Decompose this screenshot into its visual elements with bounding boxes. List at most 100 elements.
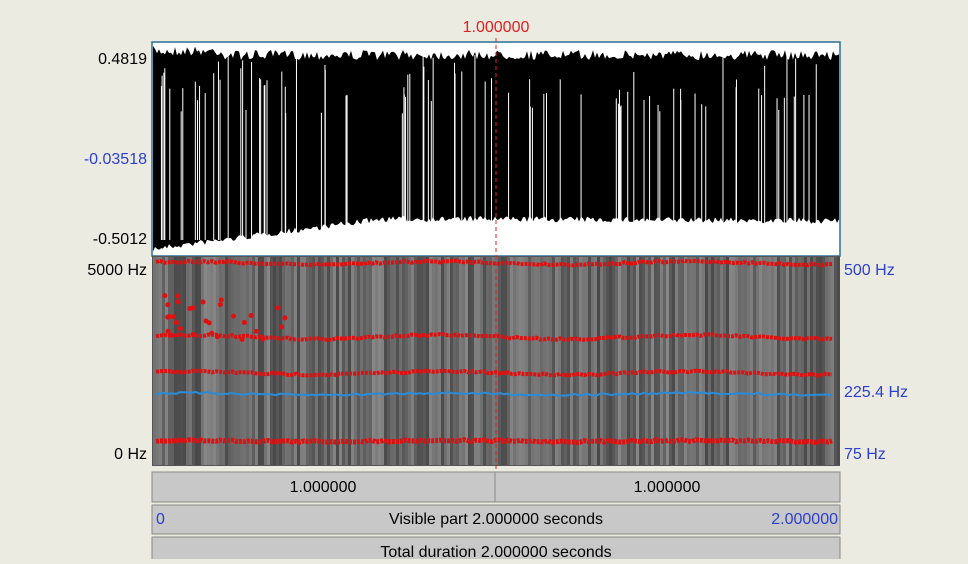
spectrogram-column xyxy=(468,257,471,465)
spectrogram-column xyxy=(399,257,402,465)
freq-bottom: 0 Hz xyxy=(114,446,147,463)
spectrogram-column xyxy=(534,257,537,465)
formant-dot xyxy=(162,293,168,299)
spectrogram-column xyxy=(432,257,435,465)
spectrogram-column xyxy=(204,257,207,465)
spectrogram-column xyxy=(714,257,717,465)
spectrogram-column xyxy=(402,257,405,465)
spectrogram-column xyxy=(756,257,759,465)
waveform xyxy=(153,46,839,252)
spectrogram-column xyxy=(459,257,462,465)
spectrogram-column xyxy=(501,257,504,465)
spectrogram-column xyxy=(315,257,318,465)
wave-min: -0.5012 xyxy=(93,231,147,248)
spectrogram-column xyxy=(357,257,360,465)
spectrogram-column xyxy=(693,257,696,465)
formant-dot xyxy=(218,297,224,303)
spectrogram-column xyxy=(726,257,729,465)
spectrogram-column xyxy=(669,257,672,465)
formant-dot xyxy=(173,320,179,326)
spectrogram-column xyxy=(573,257,576,465)
interval-left[interactable] xyxy=(151,471,496,503)
spectrogram-column xyxy=(408,257,411,465)
visible-bar[interactable] xyxy=(151,504,841,535)
spectrogram-column xyxy=(177,257,180,465)
spectrogram-column xyxy=(552,257,555,465)
spectrogram-column xyxy=(486,257,489,465)
spectrogram-column xyxy=(498,257,501,465)
spectrogram-column xyxy=(597,257,600,465)
spectrogram-column xyxy=(423,257,426,465)
spectrogram-column xyxy=(216,257,219,465)
spectrogram-column xyxy=(651,257,654,465)
spectrogram-column xyxy=(699,257,702,465)
spectrogram-column xyxy=(270,257,273,465)
spectrogram-column xyxy=(546,257,549,465)
spectrogram-column xyxy=(240,257,243,465)
spectrogram-column xyxy=(195,257,198,465)
spectrogram-column xyxy=(186,257,189,465)
spectrogram-column xyxy=(615,257,618,465)
spectrogram-column xyxy=(318,257,321,465)
spectrogram-column xyxy=(792,257,795,465)
spectrogram-column xyxy=(834,257,837,465)
spectrogram-column xyxy=(735,257,738,465)
spectrogram-column xyxy=(540,257,543,465)
spectrogram-column xyxy=(753,257,756,465)
spectrogram-column xyxy=(582,257,585,465)
formant-dot xyxy=(165,328,171,334)
spectrogram-column xyxy=(561,257,564,465)
spectrogram-column xyxy=(825,257,828,465)
spectrogram-column xyxy=(729,257,732,465)
spectrogram-column xyxy=(474,257,477,465)
spectrogram-column xyxy=(783,257,786,465)
spectrogram-column xyxy=(654,257,657,465)
spectrogram-column xyxy=(798,257,801,465)
formant-dot xyxy=(239,336,245,342)
spectrogram-column xyxy=(165,257,168,465)
spectrogram-column xyxy=(189,257,192,465)
spectrogram-column xyxy=(750,257,753,465)
spectrogram-column xyxy=(417,257,420,465)
spectrogram-column xyxy=(273,257,276,465)
spectrogram-column xyxy=(537,257,540,465)
spectrogram-column xyxy=(588,257,591,465)
spectrogram-column xyxy=(555,257,558,465)
spectrogram-column xyxy=(339,257,342,465)
spectrogram-column xyxy=(225,257,228,465)
spectrogram-column xyxy=(393,257,396,465)
spectrogram-column xyxy=(375,257,378,465)
spectrogram-column xyxy=(543,257,546,465)
spectrogram-column xyxy=(504,257,507,465)
pitch-bottom: 75 Hz xyxy=(844,446,886,463)
formant-dot xyxy=(165,302,171,308)
spectrogram-column xyxy=(675,257,678,465)
spectrogram-column xyxy=(327,257,330,465)
spectrogram-column xyxy=(585,257,588,465)
formant-dot xyxy=(217,302,223,308)
spectrogram-column xyxy=(639,257,642,465)
visible-end: 2.000000 xyxy=(771,511,838,528)
spectrogram-column xyxy=(294,257,297,465)
spectrogram-column xyxy=(816,257,819,465)
spectrogram-column xyxy=(786,257,789,465)
spectrogram-column xyxy=(513,257,516,465)
spectrogram-column xyxy=(390,257,393,465)
spectrogram-column xyxy=(660,257,663,465)
spectrogram-column xyxy=(594,257,597,465)
spectrogram-column xyxy=(606,257,609,465)
spectrogram-column xyxy=(558,257,561,465)
spectrogram-column xyxy=(336,257,339,465)
spectrogram-column xyxy=(702,257,705,465)
spectrogram-column xyxy=(732,257,735,465)
spectrogram-column xyxy=(222,257,225,465)
spectrogram-column xyxy=(174,257,177,465)
formant-track xyxy=(155,368,833,378)
spectrogram-column xyxy=(633,257,636,465)
spectrogram-column xyxy=(789,257,792,465)
spectrogram-column xyxy=(384,257,387,465)
spectrogram-column xyxy=(738,257,741,465)
spectrogram-column xyxy=(708,257,711,465)
spectrogram-column xyxy=(396,257,399,465)
interval-right[interactable] xyxy=(494,471,841,503)
